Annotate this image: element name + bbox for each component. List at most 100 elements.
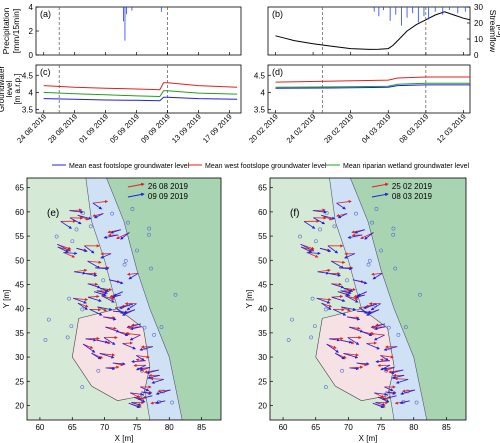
flow-arrow	[117, 331, 129, 337]
flow-arrow	[373, 334, 385, 341]
flow-arrow	[372, 402, 385, 408]
series-line	[275, 76, 470, 83]
y-tick-label: 30	[474, 3, 483, 12]
y-tick-label: 3.5	[22, 106, 34, 115]
flow-arrow	[122, 341, 134, 345]
flow-arrow	[100, 253, 112, 259]
flow-arrow	[391, 374, 405, 380]
flow-arrow	[85, 338, 97, 342]
y-tick-label: 4	[261, 88, 266, 97]
flow-arrow	[306, 252, 319, 258]
piezometer-point	[96, 368, 101, 373]
series-line	[275, 11, 470, 50]
flow-arrow	[341, 306, 357, 311]
flow-arrow	[101, 295, 115, 303]
x-tick-label: 85	[442, 423, 451, 432]
flow-arrow	[138, 366, 151, 371]
flow-arrow	[337, 291, 351, 297]
piezometer-point	[135, 248, 139, 253]
flow-arrow	[63, 252, 76, 258]
flow-arrow	[349, 366, 360, 371]
piezometer-point	[340, 368, 344, 373]
flow-arrow	[69, 210, 84, 214]
y-tick-label: 40	[15, 305, 24, 314]
flow-arrow	[347, 337, 360, 345]
series-line	[43, 90, 238, 98]
y-tick-label: 20	[474, 19, 483, 28]
flow-arrow	[112, 362, 126, 366]
flow-arrow	[316, 297, 332, 302]
x-tick-label: 75	[377, 423, 386, 432]
piezometer-point	[396, 332, 401, 337]
arrow-legend-line	[127, 192, 145, 198]
y-tick-label: 25	[15, 377, 24, 386]
flow-arrow	[343, 287, 354, 293]
piezometer-point	[69, 324, 74, 329]
flow-arrow	[99, 353, 116, 357]
flow-arrow	[331, 296, 346, 302]
flow-arrow	[96, 339, 109, 344]
panel-label: (a)	[40, 9, 51, 19]
flow-arrow	[77, 214, 92, 220]
piezometer-point	[130, 207, 135, 211]
x-tick-label: 60	[279, 423, 288, 432]
map-content	[27, 178, 221, 420]
flow-arrow	[356, 310, 372, 315]
flow-arrow	[357, 291, 367, 297]
flow-arrow	[92, 200, 109, 204]
flow-arrow	[87, 260, 102, 264]
flow-arrow	[122, 343, 136, 350]
flow-arrow	[306, 251, 321, 255]
y-tick-label: 35	[258, 329, 267, 338]
flow-arrow	[99, 287, 110, 293]
flow-arrow	[336, 200, 352, 204]
flow-arrow	[331, 294, 344, 299]
x-tick-label: 12 03 2019	[435, 112, 468, 145]
y-axis-label: [mm/15min]	[11, 9, 21, 53]
flow-arrow	[333, 309, 347, 316]
flow-arrow	[136, 355, 150, 359]
flow-arrow	[99, 353, 115, 359]
flow-arrow	[343, 353, 359, 359]
y-tick-label: 0	[29, 51, 34, 60]
piezometer-point	[126, 220, 130, 225]
x-tick-label: 17 09 2019	[201, 112, 234, 145]
flow-arrow	[103, 234, 119, 239]
piezometer-point	[391, 232, 396, 237]
y-tick-label: 4.5	[254, 71, 266, 80]
flow-arrow	[69, 217, 82, 225]
series-group	[123, 7, 162, 41]
flow-arrow	[321, 302, 333, 308]
piezometer-point	[74, 227, 79, 232]
piezometer-point	[149, 266, 153, 271]
flow-arrow	[374, 326, 386, 331]
piezometer-point	[43, 338, 48, 342]
y-axis-label: Y [m]	[2, 290, 11, 309]
x-tick-label: 80	[165, 423, 174, 432]
x-tick-label: 80	[409, 423, 418, 432]
flow-arrow	[317, 268, 331, 273]
y-tick-label: 3.5	[254, 106, 266, 115]
flow-arrow	[329, 273, 341, 277]
y-tick-label: 65	[15, 184, 24, 193]
flow-arrow	[346, 316, 361, 321]
y-tick-label: 2	[29, 27, 34, 36]
piezometer-point	[65, 335, 70, 340]
flow-arrow	[366, 341, 378, 345]
x-tick-label: 65	[311, 423, 320, 432]
x-tick-label: 13 09 2019	[170, 112, 203, 145]
y-axis-label: [m a.r.p.]	[13, 73, 22, 104]
x-tick-label: 09 09 2019	[139, 112, 172, 145]
y-tick-label: 55	[15, 232, 24, 241]
map-panels: 60 65 70 75 80 85 20 25 30 35 40 45 50 55 60 65 X [m] Y […	[2, 177, 467, 443]
piezometer-point	[170, 400, 175, 405]
flow-arrow	[321, 302, 332, 310]
flow-arrow	[120, 232, 130, 240]
series-line	[275, 84, 470, 89]
x-tick-label: 05 09 2019	[108, 112, 141, 145]
flow-arrow	[76, 247, 88, 253]
y-tick-label: 55	[258, 232, 267, 241]
flow-arrow	[394, 377, 409, 381]
flow-arrow	[147, 374, 160, 380]
series-line	[43, 82, 238, 91]
